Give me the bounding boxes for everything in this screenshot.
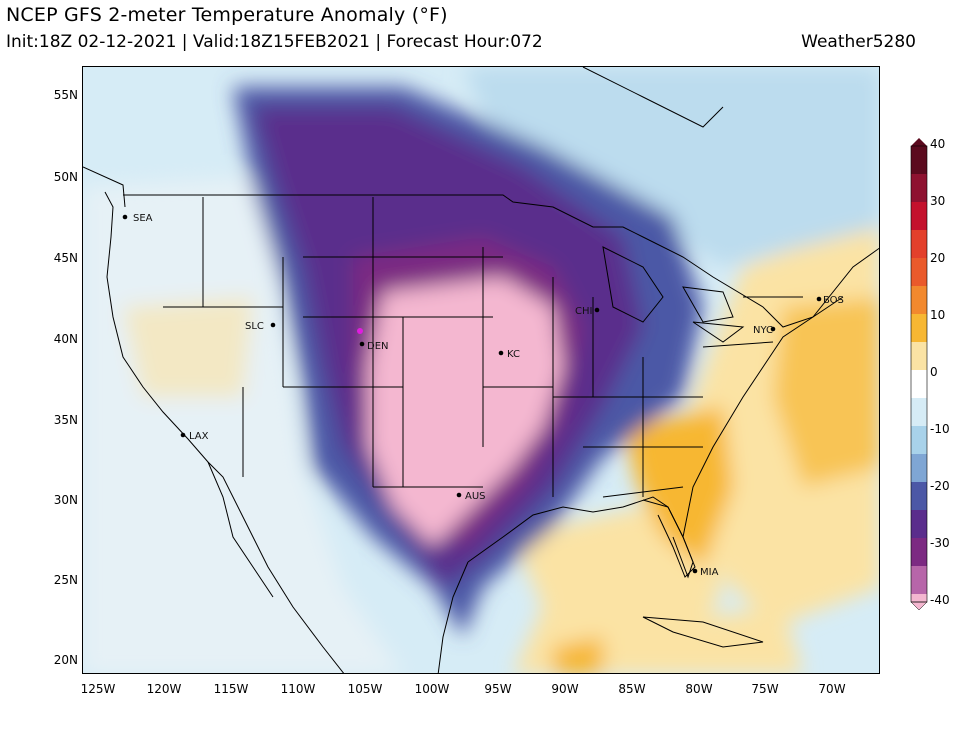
lat-tick: 20N [53, 653, 78, 667]
chi-marker [594, 307, 600, 313]
lax-marker [180, 432, 186, 438]
lon-tick: 110W [280, 682, 316, 696]
lat-tick: 45N [53, 251, 78, 265]
sea-marker [122, 214, 128, 220]
mia-label: MIA [700, 567, 719, 578]
den-label: DEN [367, 341, 389, 352]
colorbar-label: -10 [930, 422, 950, 436]
lat-tick: 40N [53, 332, 78, 346]
den-pink-marker [357, 328, 363, 334]
aus-label: AUS [465, 491, 486, 502]
lat-tick: 35N [53, 413, 78, 427]
lon-tick: 115W [213, 682, 249, 696]
sea-label: SEA [133, 213, 153, 224]
lon-tick: 85W [618, 682, 646, 696]
colorbar-label: 10 [930, 308, 946, 322]
city-markers: SEA SLC DEN LAX KC AUS CHI NYC BOS MIA [122, 213, 844, 578]
nyc-marker [770, 326, 776, 332]
chi-label: CHI [575, 306, 592, 317]
den-marker [359, 341, 365, 347]
lon-tick: 95W [484, 682, 512, 696]
nyc-label: NYC [753, 325, 773, 336]
lon-tick: 105W [347, 682, 383, 696]
slc-label: SLC [245, 321, 264, 332]
colorbar-label: 30 [930, 194, 946, 208]
lat-tick: 50N [53, 170, 78, 184]
brand-label: Weather5280 [801, 32, 916, 52]
aus-marker [456, 492, 462, 498]
lon-tick: 100W [414, 682, 450, 696]
colorbar-bottom-arrow [910, 601, 928, 610]
colorbar-label: -40 [930, 593, 950, 607]
chart-title: NCEP GFS 2-meter Temperature Anomaly (°F… [6, 4, 448, 26]
mia-marker [692, 568, 698, 574]
lon-tick: 120W [146, 682, 182, 696]
lat-tick: 30N [53, 493, 78, 507]
colorbar-label: 40 [930, 137, 946, 151]
colorbar-top-arrow [911, 138, 927, 146]
lon-tick: 125W [80, 682, 116, 696]
lat-tick: 25N [53, 573, 78, 587]
lon-tick: 90W [551, 682, 579, 696]
colorbar-label: -20 [930, 479, 950, 493]
chart-subtitle: Init:18Z 02-12-2021 | Valid:18Z15FEB2021… [6, 32, 543, 52]
colorbar-label: 20 [930, 251, 946, 265]
bos-marker [816, 296, 822, 302]
lat-tick: 55N [53, 88, 78, 102]
lon-tick: 70W [818, 682, 846, 696]
lon-tick: 75W [751, 682, 779, 696]
temperature-anomaly-map: SEA SLC DEN LAX KC AUS CHI NYC BOS MIA [82, 66, 880, 674]
bos-label: BOS [823, 295, 844, 306]
colorbar-label: -30 [930, 536, 950, 550]
boundary-lines [83, 67, 879, 673]
lax-label: LAX [189, 431, 209, 442]
colorbar [910, 138, 928, 610]
kc-marker [498, 350, 504, 356]
anomaly-field [83, 67, 879, 673]
colorbar-label: 0 [930, 365, 938, 379]
kc-label: KC [507, 349, 520, 360]
lon-tick: 80W [685, 682, 713, 696]
slc-marker [270, 322, 276, 328]
